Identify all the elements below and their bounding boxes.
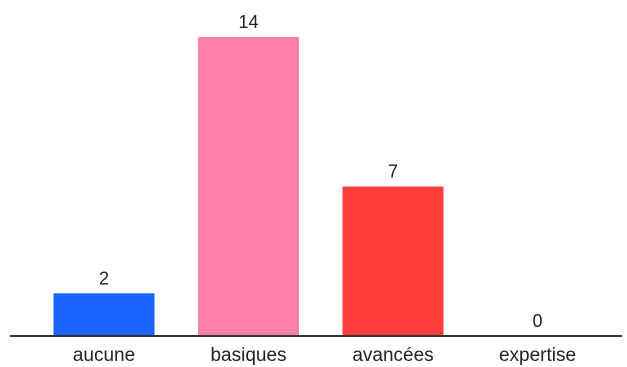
value-label-avancées: 7 bbox=[388, 162, 398, 182]
value-label-aucune: 2 bbox=[99, 268, 109, 288]
bars-layer bbox=[53, 37, 444, 336]
value-label-basiques: 14 bbox=[238, 12, 258, 32]
category-label-avancées: avancées bbox=[352, 345, 433, 366]
value-labels-layer: 2 14 7 0 bbox=[99, 12, 543, 331]
value-label-expertise: 0 bbox=[532, 311, 542, 331]
category-label-aucune: aucune bbox=[73, 345, 135, 366]
bar-aucune bbox=[53, 293, 155, 336]
bar-basiques bbox=[198, 37, 299, 336]
category-labels-layer: aucune basiques avancées expertise bbox=[73, 345, 576, 366]
category-label-expertise: expertise bbox=[499, 345, 576, 366]
bar-avancées bbox=[342, 186, 444, 336]
category-label-basiques: basiques bbox=[210, 345, 286, 366]
